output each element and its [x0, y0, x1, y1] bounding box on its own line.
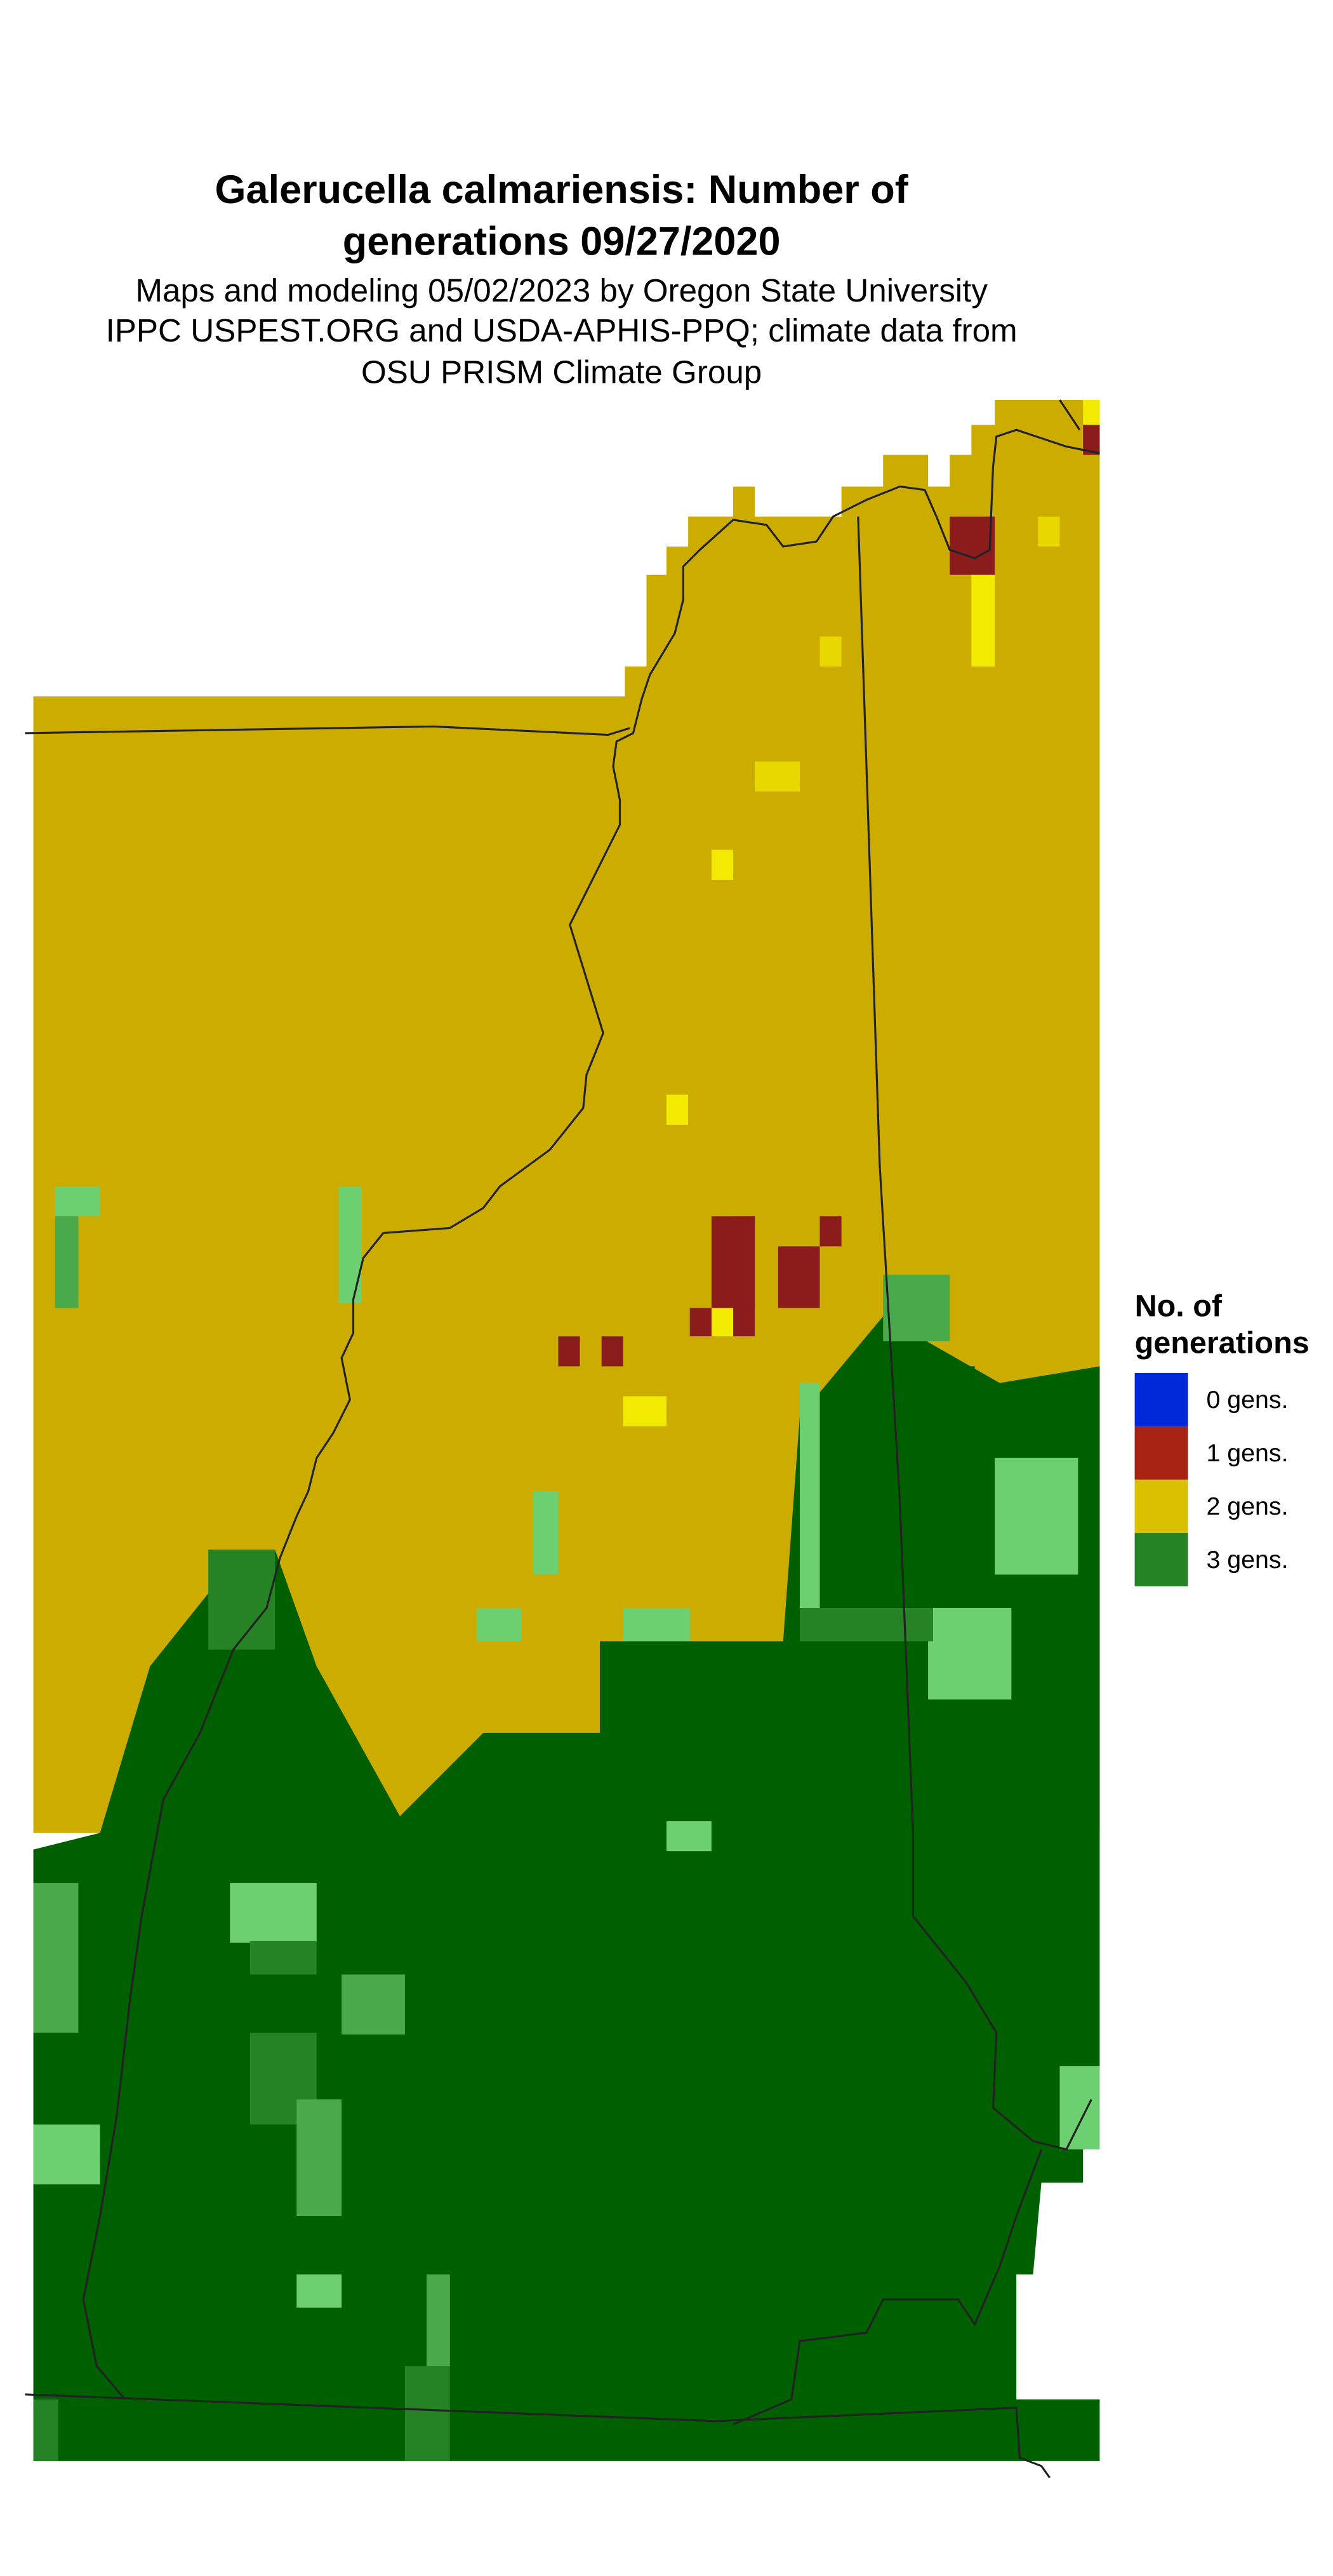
- light-green-cells: [33, 1186, 1100, 2461]
- legend-label-1-gens: 1 gens.: [1206, 1439, 1288, 1467]
- legend-label-0-gens: 0 gens.: [1206, 1386, 1288, 1414]
- legend-swatch-3-gens: [1134, 1532, 1188, 1586]
- legend-label-2-gens: 2 gens.: [1206, 1492, 1288, 1520]
- northern-state-border: [25, 725, 630, 736]
- county-boundary: [857, 516, 1092, 2151]
- southeast-boundary: [733, 2149, 1043, 2426]
- legend-title-line-2: generations: [1135, 1325, 1310, 1360]
- bright-yellow-cells: [623, 399, 1100, 1426]
- river-boundary: [82, 428, 1100, 2400]
- map-title-line-1: Galerucella calmariensis: Number of: [215, 168, 909, 212]
- legend-swatch-2-gens: [1134, 1479, 1188, 1533]
- map-raster: [33, 399, 1100, 2461]
- map-subtitle-line-2: IPPC USPEST.ORG and USDA-APHIS-PPQ; clim…: [106, 312, 1018, 349]
- legend-swatch-0-gens: [1134, 1372, 1188, 1426]
- northeast-boundary: [1059, 399, 1081, 431]
- boundary-lines: [25, 399, 1100, 2479]
- legend-label-3-gens: 3 gens.: [1206, 1546, 1288, 1574]
- map-subtitle-line-3: OSU PRISM Climate Group: [361, 354, 762, 390]
- map-subtitle-line-1: Maps and modeling 05/02/2023 by Oregon S…: [135, 272, 988, 309]
- map-title-line-2: generations 09/27/2020: [343, 220, 781, 264]
- legend-title-line-1: No. of: [1135, 1289, 1223, 1324]
- legend-swatch-1-gens: [1134, 1426, 1188, 1480]
- legend: No. of generations 0 gens. 1 gens. 2 gen…: [1134, 1289, 1310, 1586]
- one-gen-cells: [558, 425, 1100, 1367]
- southern-state-border: [25, 2393, 1051, 2479]
